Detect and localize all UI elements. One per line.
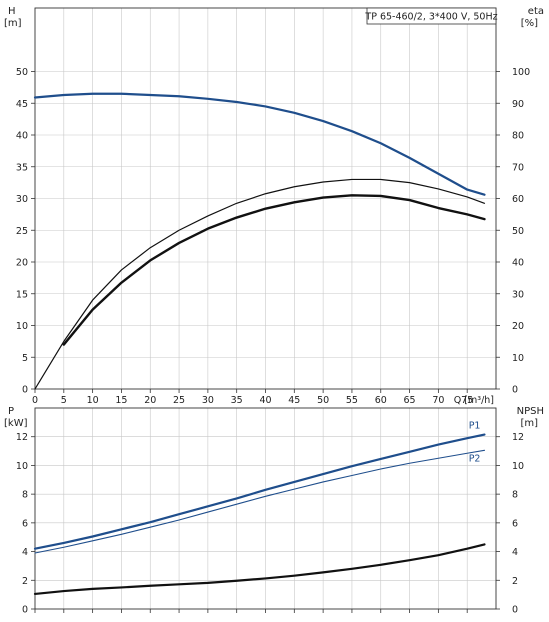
y-left-tick-label: 20 xyxy=(16,258,28,269)
y-right-tick-label: 12 xyxy=(512,432,524,443)
y-right-tick-label: 6 xyxy=(512,518,518,529)
x-tick-label: 65 xyxy=(404,395,416,406)
y-left-tick-label: 5 xyxy=(22,353,28,364)
series-curve-1 xyxy=(34,178,486,390)
y-right-axis-unit: [m] xyxy=(520,418,538,429)
x-tick-label: 55 xyxy=(346,395,358,406)
x-tick-label: 20 xyxy=(144,395,156,406)
x-tick-label: 40 xyxy=(259,395,271,406)
y-left-tick-label: 15 xyxy=(16,289,28,300)
series-curve-0 xyxy=(33,433,486,550)
y-left-tick-label: 0 xyxy=(22,385,28,396)
y-right-axis-label: eta xyxy=(528,6,544,17)
y-left-tick-label: 12 xyxy=(16,432,28,443)
x-tick-label: 70 xyxy=(432,395,444,406)
y-left-tick-label: 2 xyxy=(22,576,28,587)
x-tick-label: 10 xyxy=(87,395,99,406)
series-label-p1: P1 xyxy=(469,421,481,432)
y-left-axis-label: H xyxy=(8,6,16,17)
x-tick-label: 5 xyxy=(61,395,67,406)
chart-title-box: TP 65-460/2, 3*400 V, 50Hz xyxy=(364,7,498,25)
x-tick-label: 75 xyxy=(461,395,473,406)
y-left-tick-label: 50 xyxy=(16,67,28,78)
x-tick-label: 35 xyxy=(231,395,243,406)
y-left-axis-unit: [kW] xyxy=(4,418,28,429)
y-right-tick-label: 4 xyxy=(512,547,518,558)
x-tick-label: 0 xyxy=(32,395,38,406)
series-curve-2 xyxy=(62,194,486,346)
x-tick-label: 60 xyxy=(375,395,387,406)
y-right-axis-label: NPSH xyxy=(517,406,544,417)
series-curve-0 xyxy=(33,92,486,196)
y-left-tick-label: 30 xyxy=(16,194,28,205)
chart-title: TP 65-460/2, 3*400 V, 50Hz xyxy=(364,12,497,23)
y-right-tick-label: 60 xyxy=(512,194,524,205)
y-right-tick-label: 10 xyxy=(512,461,524,472)
y-left-tick-label: 4 xyxy=(22,547,28,558)
series-label-p2: P2 xyxy=(469,453,481,464)
x-tick-label: 45 xyxy=(288,395,300,406)
y-left-tick-label: 35 xyxy=(16,162,28,173)
x-tick-label: 15 xyxy=(115,395,127,406)
y-right-tick-label: 30 xyxy=(512,289,524,300)
power-npsh-chart: 0 2 4 6 8 10 12 0 2 4 6 8 10 12 P[kW] NPSH[m] P1 P2 xyxy=(4,406,544,616)
y-left-tick-label: 45 xyxy=(16,99,28,110)
y-left-tick-label: 0 xyxy=(22,605,28,616)
head-efficiency-chart: 0510152025303540455001020304050607080901… xyxy=(4,6,544,406)
y-right-tick-label: 0 xyxy=(512,605,518,616)
y-left-tick-label: 40 xyxy=(16,131,28,142)
x-axis-label: Q [m³/h] xyxy=(454,395,494,406)
y-left-tick-label: 8 xyxy=(22,490,28,501)
y-right-tick-label: 70 xyxy=(512,162,524,173)
y-right-tick-label: 50 xyxy=(512,226,524,237)
y-left-axis-label: P xyxy=(8,406,14,417)
y-left-axis-unit: [m] xyxy=(4,18,22,29)
y-left-tick-label: 10 xyxy=(16,461,28,472)
y-right-tick-label: 100 xyxy=(512,67,530,78)
y-right-tick-label: 2 xyxy=(512,576,518,587)
y-right-tick-label: 90 xyxy=(512,99,524,110)
y-left-tick-label: 6 xyxy=(22,518,28,529)
title-box-frame xyxy=(366,7,497,25)
x-tick-label: 25 xyxy=(173,395,185,406)
y-right-tick-label: 80 xyxy=(512,131,524,142)
y-right-tick-label: 40 xyxy=(512,258,524,269)
y-left-tick-label: 25 xyxy=(16,226,28,237)
series-curve-1 xyxy=(34,449,486,554)
y-right-tick-label: 10 xyxy=(512,353,524,364)
y-right-tick-label: 8 xyxy=(512,490,518,501)
x-tick-label: 30 xyxy=(202,395,214,406)
y-left-tick-label: 10 xyxy=(16,321,28,332)
y-right-axis-unit: [%] xyxy=(521,18,538,29)
y-right-tick-label: 0 xyxy=(512,385,518,396)
y-right-tick-label: 20 xyxy=(512,321,524,332)
series-curve-2 xyxy=(33,543,486,596)
x-tick-label: 50 xyxy=(317,395,329,406)
